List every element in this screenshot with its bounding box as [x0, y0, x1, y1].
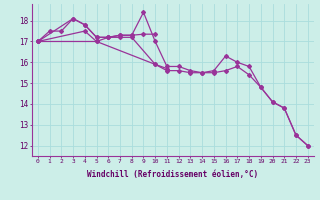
X-axis label: Windchill (Refroidissement éolien,°C): Windchill (Refroidissement éolien,°C)	[87, 170, 258, 179]
